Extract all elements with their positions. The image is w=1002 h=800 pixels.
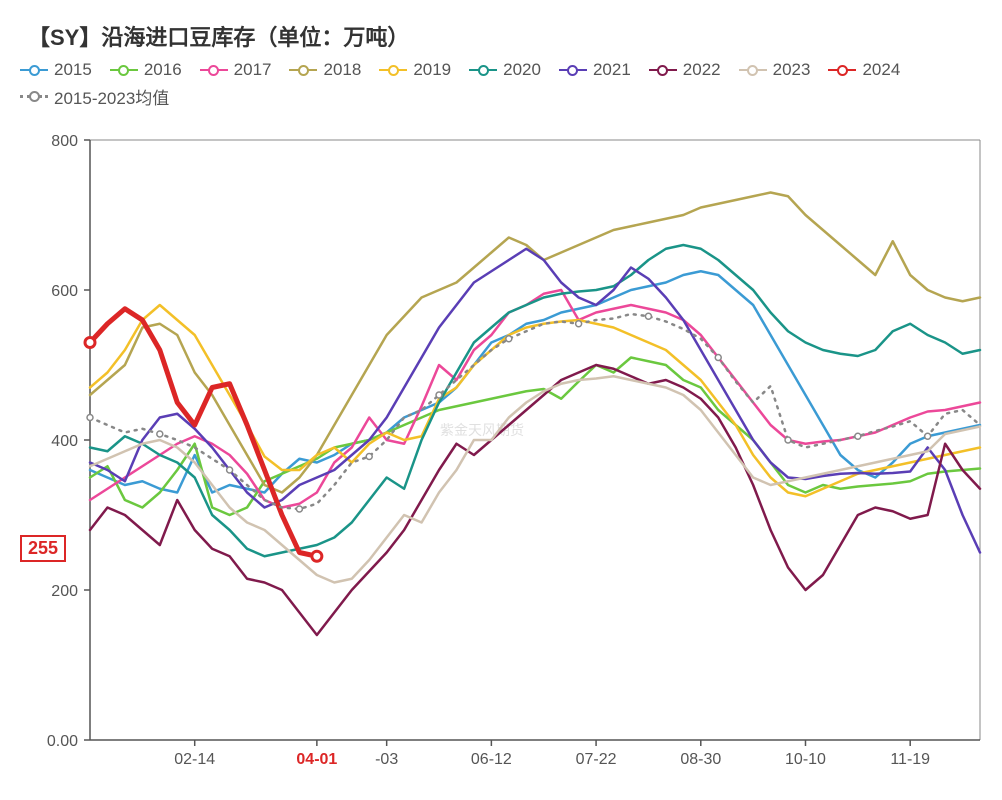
svg-text:06-12: 06-12: [471, 751, 512, 768]
svg-text:200: 200: [51, 583, 78, 600]
svg-text:11-19: 11-19: [890, 751, 930, 768]
svg-text:08-30: 08-30: [680, 751, 721, 768]
series-2016[interactable]: [90, 358, 980, 516]
svg-text:800: 800: [51, 133, 78, 150]
svg-text:400: 400: [51, 433, 78, 450]
svg-text:07-22: 07-22: [576, 751, 617, 768]
series-2020[interactable]: [90, 245, 980, 556]
chart-svg: 0.00 200 400 600 800 02-14 04-01 -03 06-12 07-22 0…: [0, 0, 1002, 800]
chart-container: 【SY】沿海进口豆库存（单位：万吨） 201520162017201820192…: [0, 0, 1002, 800]
svg-text:0.00: 0.00: [47, 733, 78, 750]
svg-text:600: 600: [51, 283, 78, 300]
svg-text:02-14: 02-14: [174, 751, 215, 768]
value-callout: 255: [20, 535, 66, 562]
series-2024[interactable]: [90, 309, 317, 557]
series-2021[interactable]: [90, 249, 980, 553]
series-2015[interactable]: [90, 271, 980, 492]
svg-text:10-10: 10-10: [785, 751, 826, 768]
svg-text:-03: -03: [375, 751, 398, 768]
series-2018[interactable]: [90, 193, 980, 493]
svg-text:04-01: 04-01: [296, 751, 337, 768]
